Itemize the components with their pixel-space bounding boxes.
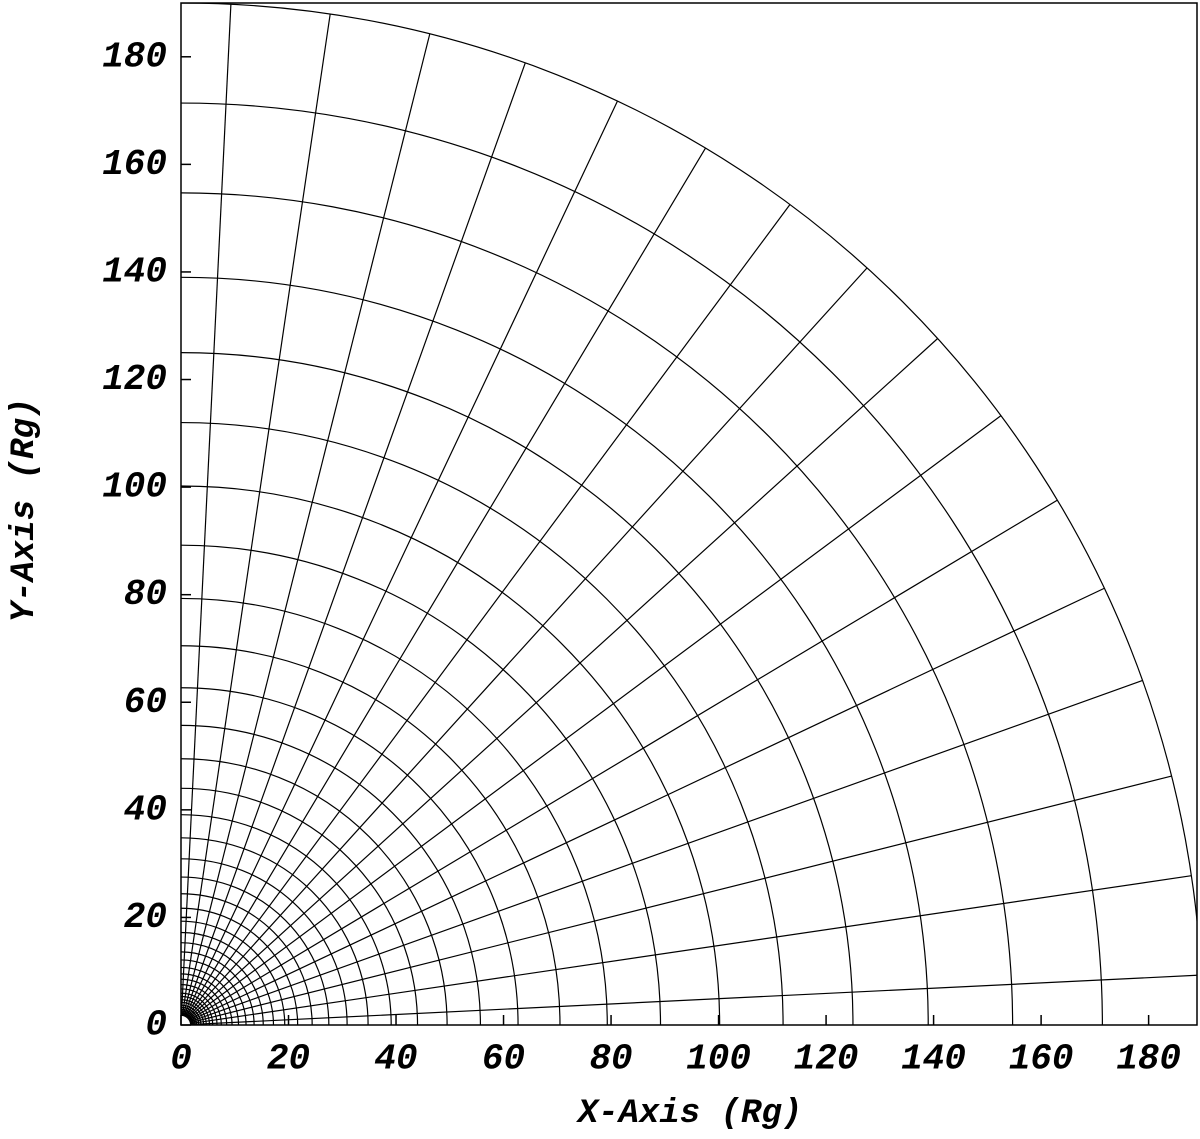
x-tick-label: 0 bbox=[170, 1039, 192, 1080]
y-tick-label: 80 bbox=[124, 574, 167, 615]
x-tick-label: 20 bbox=[267, 1039, 310, 1080]
arc bbox=[181, 973, 233, 1025]
radial-line bbox=[187, 338, 939, 1019]
arc bbox=[181, 352, 854, 1025]
radial-line bbox=[182, 33, 431, 1016]
x-axis-title: X-Axis (Rg) bbox=[576, 1095, 802, 1133]
radial-line bbox=[186, 204, 791, 1018]
arc bbox=[181, 988, 218, 1025]
arc bbox=[181, 876, 330, 1025]
arc bbox=[181, 724, 482, 1025]
arc bbox=[181, 276, 929, 1025]
radial-line bbox=[190, 875, 1192, 1025]
arc bbox=[181, 858, 348, 1025]
plot-frame bbox=[180, 2, 1198, 1026]
arc bbox=[181, 3, 1197, 927]
arc bbox=[181, 597, 608, 1025]
y-tick-label: 60 bbox=[124, 682, 167, 723]
y-axis-title: Y-Axis (Rg) bbox=[6, 398, 44, 622]
arc bbox=[181, 485, 721, 1025]
radial-line bbox=[184, 100, 619, 1017]
arc bbox=[181, 544, 662, 1025]
y-tick-label: 160 bbox=[102, 144, 167, 185]
y-tick-label: 100 bbox=[102, 467, 167, 508]
radial-line bbox=[183, 62, 526, 1017]
x-tick-label: 100 bbox=[686, 1039, 751, 1080]
arc bbox=[181, 951, 255, 1025]
y-tick-label: 0 bbox=[145, 1005, 167, 1046]
y-tick-label: 120 bbox=[102, 359, 167, 400]
x-tick-label: 80 bbox=[589, 1039, 632, 1080]
radial-line bbox=[189, 587, 1105, 1022]
arc bbox=[181, 893, 313, 1025]
y-tick-label: 140 bbox=[102, 251, 167, 292]
polar-grid bbox=[181, 3, 1197, 1025]
radial-line bbox=[188, 415, 1002, 1020]
arc bbox=[181, 837, 369, 1025]
radial-line bbox=[189, 679, 1143, 1023]
arc bbox=[181, 920, 286, 1025]
arc bbox=[181, 192, 1014, 1025]
x-tick-label: 60 bbox=[482, 1039, 525, 1080]
arc bbox=[181, 966, 240, 1025]
radial-line bbox=[185, 147, 707, 1018]
arc bbox=[181, 978, 228, 1025]
x-tick-label: 160 bbox=[1009, 1039, 1074, 1080]
arc bbox=[181, 959, 247, 1025]
x-tick-label: 140 bbox=[901, 1039, 966, 1080]
arc bbox=[181, 421, 784, 1025]
x-tick-label: 180 bbox=[1116, 1039, 1181, 1080]
y-tick-label: 40 bbox=[124, 789, 167, 830]
arc bbox=[181, 992, 214, 1025]
y-tick-label: 20 bbox=[124, 897, 167, 938]
radial-line bbox=[190, 974, 1197, 1025]
radial-line bbox=[181, 4, 232, 1016]
radial-line bbox=[187, 267, 868, 1019]
arc bbox=[181, 907, 299, 1025]
radial-line bbox=[188, 499, 1058, 1021]
x-tick-label: 40 bbox=[374, 1039, 417, 1080]
arc bbox=[181, 984, 222, 1025]
arc bbox=[181, 645, 561, 1025]
y-tick-label: 180 bbox=[102, 36, 167, 77]
radial-line bbox=[181, 13, 331, 1016]
arc bbox=[181, 687, 519, 1025]
arc bbox=[181, 942, 264, 1025]
arc bbox=[181, 814, 392, 1025]
arc bbox=[181, 758, 448, 1025]
arc bbox=[181, 787, 419, 1025]
arc bbox=[181, 931, 275, 1025]
arc bbox=[181, 1014, 192, 1025]
arc bbox=[181, 102, 1103, 1025]
radial-line bbox=[190, 775, 1172, 1024]
x-tick-label: 120 bbox=[794, 1039, 859, 1080]
